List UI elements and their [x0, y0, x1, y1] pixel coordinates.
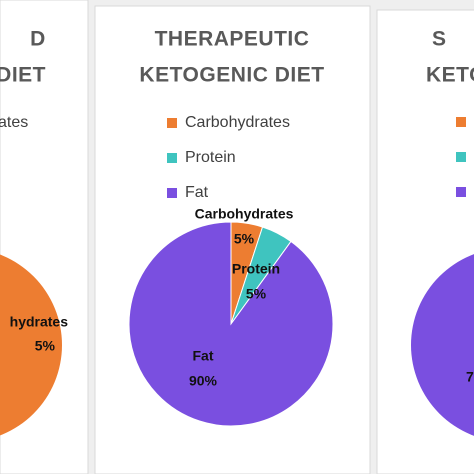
left-title: DIET [0, 64, 46, 87]
legend-text: Carbohydrates [185, 114, 290, 131]
slice-label: Carbohydrates [195, 206, 294, 222]
slice-value: 5% [246, 286, 267, 302]
left-title: D [30, 28, 46, 51]
right-legend-swatch [456, 187, 466, 197]
right-legend-swatch [456, 152, 466, 162]
chart-title: THERAPEUTIC [155, 28, 310, 51]
left-legend-text: ates [0, 114, 28, 131]
pie-slice [128, 221, 334, 427]
left-pie [0, 254, 62, 436]
legend-swatch [167, 188, 177, 198]
right-title: KETOG [426, 64, 474, 87]
left-value: 5% [35, 338, 56, 354]
legend-swatch [167, 118, 177, 128]
right-pie [411, 254, 474, 436]
chart-title: KETOGENIC DIET [139, 64, 324, 87]
legend-swatch [167, 153, 177, 163]
right-legend-swatch [456, 117, 466, 127]
slice-value: 5% [234, 231, 255, 247]
slice-label: Protein [232, 261, 280, 277]
legend-text: Protein [185, 149, 236, 166]
legend-text: Fat [185, 184, 209, 201]
slice-label: Fat [193, 348, 214, 364]
pie-chart: Carbohydrates Protein Fat Carbohydrates 5% Pr… [128, 114, 334, 427]
right-value: 7 [466, 369, 474, 385]
right-title: S [432, 28, 447, 51]
slice-value: 90% [189, 373, 218, 389]
left-label: hydrates [10, 314, 69, 330]
